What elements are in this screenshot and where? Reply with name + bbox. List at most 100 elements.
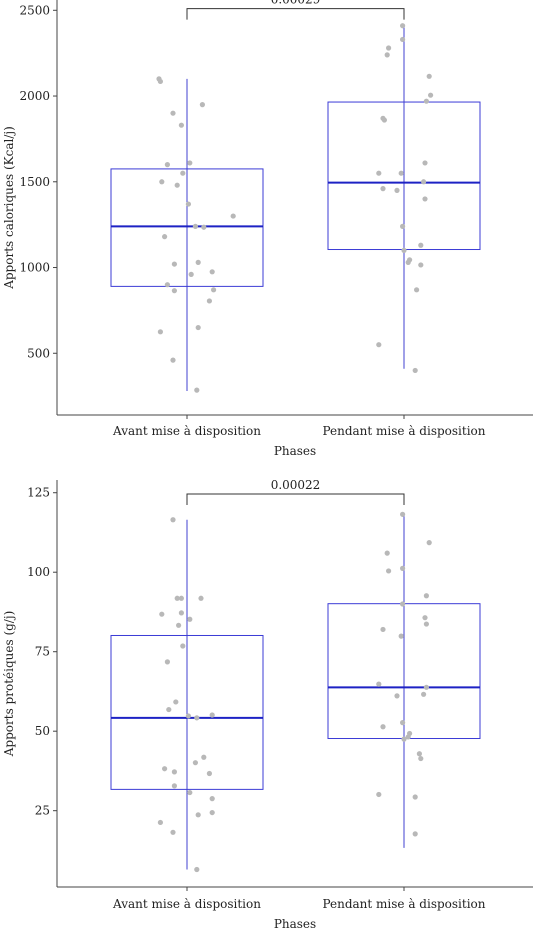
data-point (405, 259, 411, 265)
data-point (195, 324, 201, 331)
data-point (394, 187, 400, 193)
data-point (198, 595, 204, 601)
data-point (174, 595, 180, 601)
data-point (187, 160, 193, 166)
x-tick-label: Avant mise à disposition (112, 897, 261, 911)
data-point (157, 329, 163, 335)
data-point (171, 288, 177, 294)
data-point (206, 298, 212, 304)
data-point (405, 734, 411, 740)
data-point (170, 829, 176, 835)
data-point (380, 626, 386, 633)
data-point (423, 593, 429, 599)
x-tick-label: Pendant mise à disposition (322, 424, 485, 438)
data-point (194, 387, 200, 393)
data-point (180, 170, 186, 176)
data-point (230, 213, 236, 219)
data-point (209, 796, 215, 802)
data-point (423, 98, 429, 104)
data-point (195, 812, 201, 818)
data-point (381, 117, 387, 123)
data-point (400, 511, 406, 517)
data-point (400, 720, 406, 726)
data-point (380, 724, 386, 730)
data-point (401, 247, 407, 253)
x-axis-title: Phases (274, 917, 316, 931)
data-point (209, 712, 215, 718)
data-point (376, 342, 382, 348)
y-tick-label: 25 (35, 804, 50, 818)
data-point (178, 122, 184, 128)
data-point (401, 736, 407, 742)
data-point (187, 789, 193, 796)
calories-panel: 500 1000 1500 2000 2500 Avant mise à disposit… (2, 0, 533, 458)
data-point (192, 223, 198, 229)
x-tick-label: Pendant mise à disposition (322, 897, 485, 911)
data-point (422, 615, 428, 621)
data-point (171, 769, 177, 775)
data-point (171, 783, 177, 789)
data-point (171, 261, 177, 267)
data-point (412, 794, 418, 800)
y-tick-label: 500 (27, 346, 50, 360)
data-point (412, 367, 418, 374)
data-point (178, 595, 184, 601)
data-point (192, 760, 198, 766)
data-point (194, 866, 200, 873)
data-point (422, 196, 428, 202)
data-point (418, 755, 424, 762)
data-point (398, 170, 404, 176)
data-point (166, 706, 172, 713)
data-point (384, 52, 390, 58)
data-point (170, 517, 176, 523)
data-point (185, 713, 191, 719)
data-point (159, 611, 165, 617)
data-point (376, 791, 382, 798)
data-point (380, 186, 386, 192)
data-point (384, 550, 390, 556)
data-point (157, 78, 163, 85)
y-tick-label: 125 (27, 486, 50, 500)
significance-bracket (186, 493, 405, 505)
data-point (157, 819, 163, 826)
data-point (176, 622, 182, 628)
data-point (162, 766, 168, 772)
data-point (170, 110, 176, 116)
data-point (170, 357, 176, 363)
data-point (164, 162, 170, 168)
data-point (421, 691, 427, 697)
data-point (400, 23, 406, 29)
data-point (400, 223, 406, 229)
data-point (164, 659, 170, 665)
data-point (400, 601, 406, 607)
y-axis-title: Apports protéiques (g/j) (2, 611, 16, 757)
data-point (426, 73, 432, 79)
data-point (422, 160, 428, 166)
data-point (180, 643, 186, 649)
data-point (421, 179, 427, 185)
data-point (185, 201, 191, 207)
data-point (173, 699, 179, 705)
y-tick-label: 50 (35, 724, 50, 738)
data-point (426, 540, 432, 546)
data-point (162, 234, 168, 240)
data-point (187, 616, 193, 622)
y-tick-label: 100 (27, 565, 50, 579)
data-point (201, 224, 207, 230)
data-point (414, 287, 420, 293)
data-point (400, 565, 406, 571)
x-axis-title: Phases (274, 444, 316, 458)
data-point (398, 633, 404, 639)
data-point (174, 182, 180, 188)
y-axis-title: Apports caloriques (Kcal/j) (2, 126, 16, 290)
data-point (195, 259, 201, 265)
data-point (194, 715, 200, 721)
data-point (206, 770, 212, 777)
data-point (178, 610, 184, 616)
y-tick-label: 2000 (19, 89, 50, 103)
box (110, 168, 264, 287)
data-point (199, 102, 205, 108)
y-tick-label: 2500 (19, 3, 50, 17)
p-value-label: 0.00022 (271, 478, 321, 492)
